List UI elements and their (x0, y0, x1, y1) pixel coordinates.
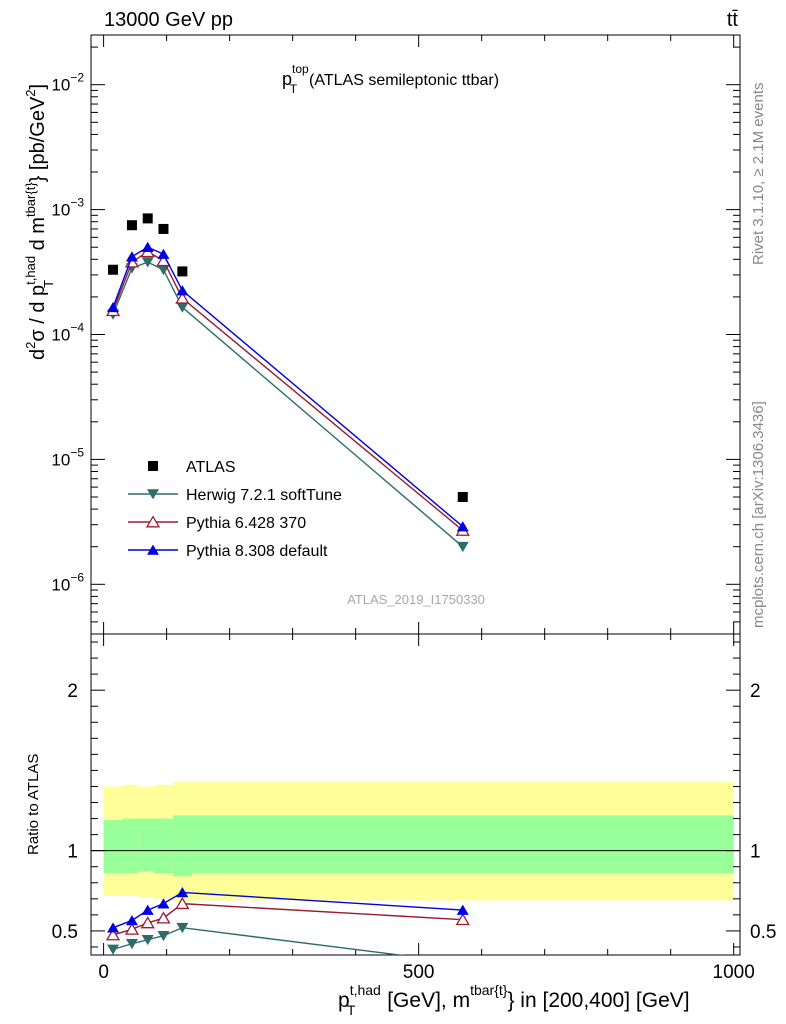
data-point-marker (107, 922, 120, 933)
data-point-marker (148, 461, 158, 471)
data-point-marker (176, 922, 189, 934)
data-point-marker (124, 922, 140, 935)
data-point-marker (147, 489, 159, 500)
data-point-marker (157, 248, 170, 259)
data-point-marker (176, 285, 189, 296)
data-point-marker (125, 915, 138, 926)
series-line (112, 250, 464, 531)
data-point-marker (105, 928, 121, 941)
main-plot-series (105, 213, 470, 553)
axes: 0 500 1000 10−6 10−5 10−4 10−3 10−2 0.5 0.5 1 1 2 2 (51, 34, 776, 983)
legend-label: Pythia 6.428 370 (186, 515, 306, 532)
legend-label: ATLAS (186, 459, 236, 476)
data-point-marker (456, 904, 469, 915)
y-tick-label: 10−6 (51, 570, 84, 594)
data-point-marker (141, 241, 154, 252)
data-point-marker (108, 264, 119, 275)
data-point-marker (156, 911, 171, 924)
data-point-marker (145, 515, 161, 528)
y-tick-label: 10−3 (51, 196, 84, 220)
data-point-marker (141, 904, 154, 915)
analysis-watermark: ATLAS_2019_I1750330 (347, 592, 485, 607)
green-band-bin (191, 815, 734, 874)
y-tick-label: 10−4 (51, 321, 84, 345)
ratio-y-tick-label: 0.5 (52, 922, 78, 943)
data-point-marker (142, 213, 153, 224)
series-line (112, 261, 464, 548)
header-process-label: tt̄ (727, 9, 739, 31)
ratio-y-tick-label-right: 2 (750, 681, 761, 702)
x-tick-label: 500 (403, 962, 435, 983)
y-tick-label: 10−2 (51, 71, 84, 95)
data-point-marker (455, 913, 470, 926)
green-band-bin (122, 818, 139, 874)
data-point-marker (107, 944, 120, 955)
ratio-y-tick-label: 2 (67, 681, 78, 702)
ratio-frame (90, 633, 741, 956)
x-axis-label: pt,had T [GeV], mtbar{t}} in [200,400] [G… (338, 982, 690, 1018)
ratio-y-tick-label: 1 (67, 842, 78, 863)
data-point-marker (457, 958, 469, 968)
data-point-marker (457, 491, 468, 502)
legend-label: Herwig 7.2.1 softTune (186, 487, 342, 504)
ratio-y-tick-label-right: 1 (750, 842, 761, 863)
data-point-marker (158, 223, 169, 234)
green-band-bin (172, 815, 192, 877)
data-point-marker (177, 266, 188, 277)
x-tick-label: 0 (98, 962, 109, 983)
green-band-bin (138, 818, 155, 872)
green-band-bin (154, 818, 173, 874)
x-tick-label: 1000 (713, 962, 755, 983)
main-plot-title: ptop T (ATLAS semileptonic ttbar) (282, 62, 499, 96)
data-point-marker (176, 887, 189, 898)
series-line (112, 246, 464, 528)
data-point-marker (125, 251, 138, 262)
data-point-marker (456, 521, 469, 532)
data-point-marker (456, 541, 469, 553)
y-tick-label: 10−5 (51, 445, 84, 469)
mcplots-credit-label: mcplots.cern.ch [arXiv:1306.3436] (750, 401, 767, 628)
data-point-marker (157, 930, 170, 942)
main-y-axis-label: d2σ / d pt,had T d mtbar{t}} [pb/GeV2] (23, 84, 56, 360)
data-point-marker (141, 257, 154, 268)
data-point-marker (140, 916, 155, 929)
legend: ATLAS Herwig 7.2.1 softTune Pythia 6.428 3… (128, 459, 342, 560)
data-point-marker (125, 938, 138, 950)
header-energy-label: 13000 GeV pp (104, 9, 233, 31)
ratio-y-tick-label-right: 0.5 (750, 922, 776, 943)
green-band-bin (103, 820, 123, 874)
data-point-marker (176, 302, 189, 313)
ratio-y-axis-label: Ratio to ATLAS (25, 754, 42, 855)
data-point-marker (107, 301, 120, 313)
uncertainty-bands (103, 781, 734, 903)
data-point-marker (126, 220, 137, 231)
ratio-series-line (112, 926, 405, 955)
ratio-plot-series (105, 887, 470, 968)
data-point-marker (175, 291, 190, 304)
rivet-version-label: Rivet 3.1.10, ≥ 2.1M events (750, 83, 767, 266)
data-point-marker (157, 898, 170, 909)
legend-label: Pythia 8.308 default (186, 543, 328, 560)
data-point-marker (141, 934, 154, 946)
data-point-marker (175, 896, 190, 910)
data-point-marker (147, 544, 159, 555)
